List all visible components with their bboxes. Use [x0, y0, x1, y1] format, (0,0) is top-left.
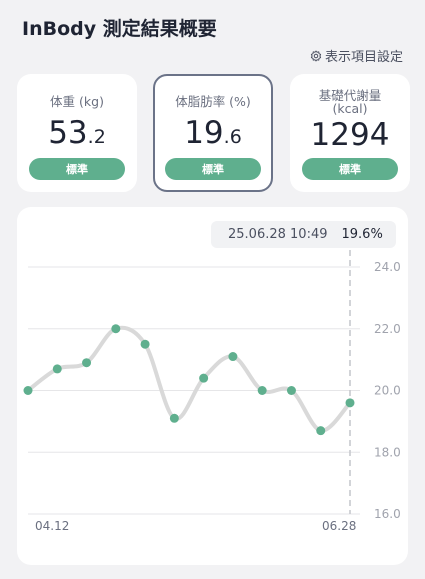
page-title: InBody 測定結果概要 — [22, 18, 217, 40]
chart-tooltip: 25.06.28 10:49 19.6% — [211, 221, 396, 248]
series-line — [26, 325, 352, 433]
display-settings-label: 表示項目設定 — [324, 50, 403, 65]
data-point — [23, 386, 33, 395]
bmr-card[interactable]: 基礎代謝量 (kcal) 1294 標準 — [290, 74, 410, 192]
data-point — [316, 426, 326, 436]
data-point — [199, 373, 209, 383]
body-fat-card[interactable]: 体脂肪率 (%) 19.6 標準 — [153, 74, 273, 192]
x-tick-label-last: 06.28 — [322, 519, 356, 533]
y-tick-label: 22.0 — [374, 322, 401, 336]
tooltip-datetime: 25.06.28 10:49 — [228, 227, 328, 242]
bmr-value: 1294 — [310, 117, 390, 153]
y-tick-label: 24.0 — [374, 260, 401, 274]
tooltip-value: 19.6% — [341, 227, 383, 242]
weight-label: 体重 (kg) — [50, 94, 104, 109]
display-settings-link[interactable]: 表示項目設定 — [310, 46, 403, 65]
y-tick-label: 20.0 — [374, 384, 401, 398]
bmr-unit: (kcal) — [332, 101, 368, 116]
body-fat-label: 体脂肪率 (%) — [175, 94, 251, 109]
gear-icon — [310, 50, 322, 62]
body-fat-value: 19.6 — [184, 115, 242, 151]
bmr-label: 基礎代謝量 — [318, 88, 382, 103]
data-point — [111, 324, 121, 334]
data-point — [82, 358, 92, 368]
data-point — [169, 413, 179, 423]
y-tick-label: 16.0 — [374, 507, 401, 521]
y-tick-label: 18.0 — [374, 445, 401, 459]
data-point — [286, 386, 296, 395]
bmr-status-badge: 標準 — [302, 158, 398, 180]
weight-status-badge: 標準 — [29, 158, 125, 180]
data-point — [228, 352, 238, 362]
x-tick-label-first: 04.12 — [35, 519, 69, 533]
data-point — [140, 339, 150, 349]
data-point — [52, 364, 62, 374]
data-point — [257, 386, 267, 395]
data-point — [345, 398, 355, 408]
weight-value: 53.2 — [48, 115, 106, 151]
weight-card[interactable]: 体重 (kg) 53.2 標準 — [17, 74, 137, 192]
body-fat-status-badge: 標準 — [165, 158, 261, 180]
